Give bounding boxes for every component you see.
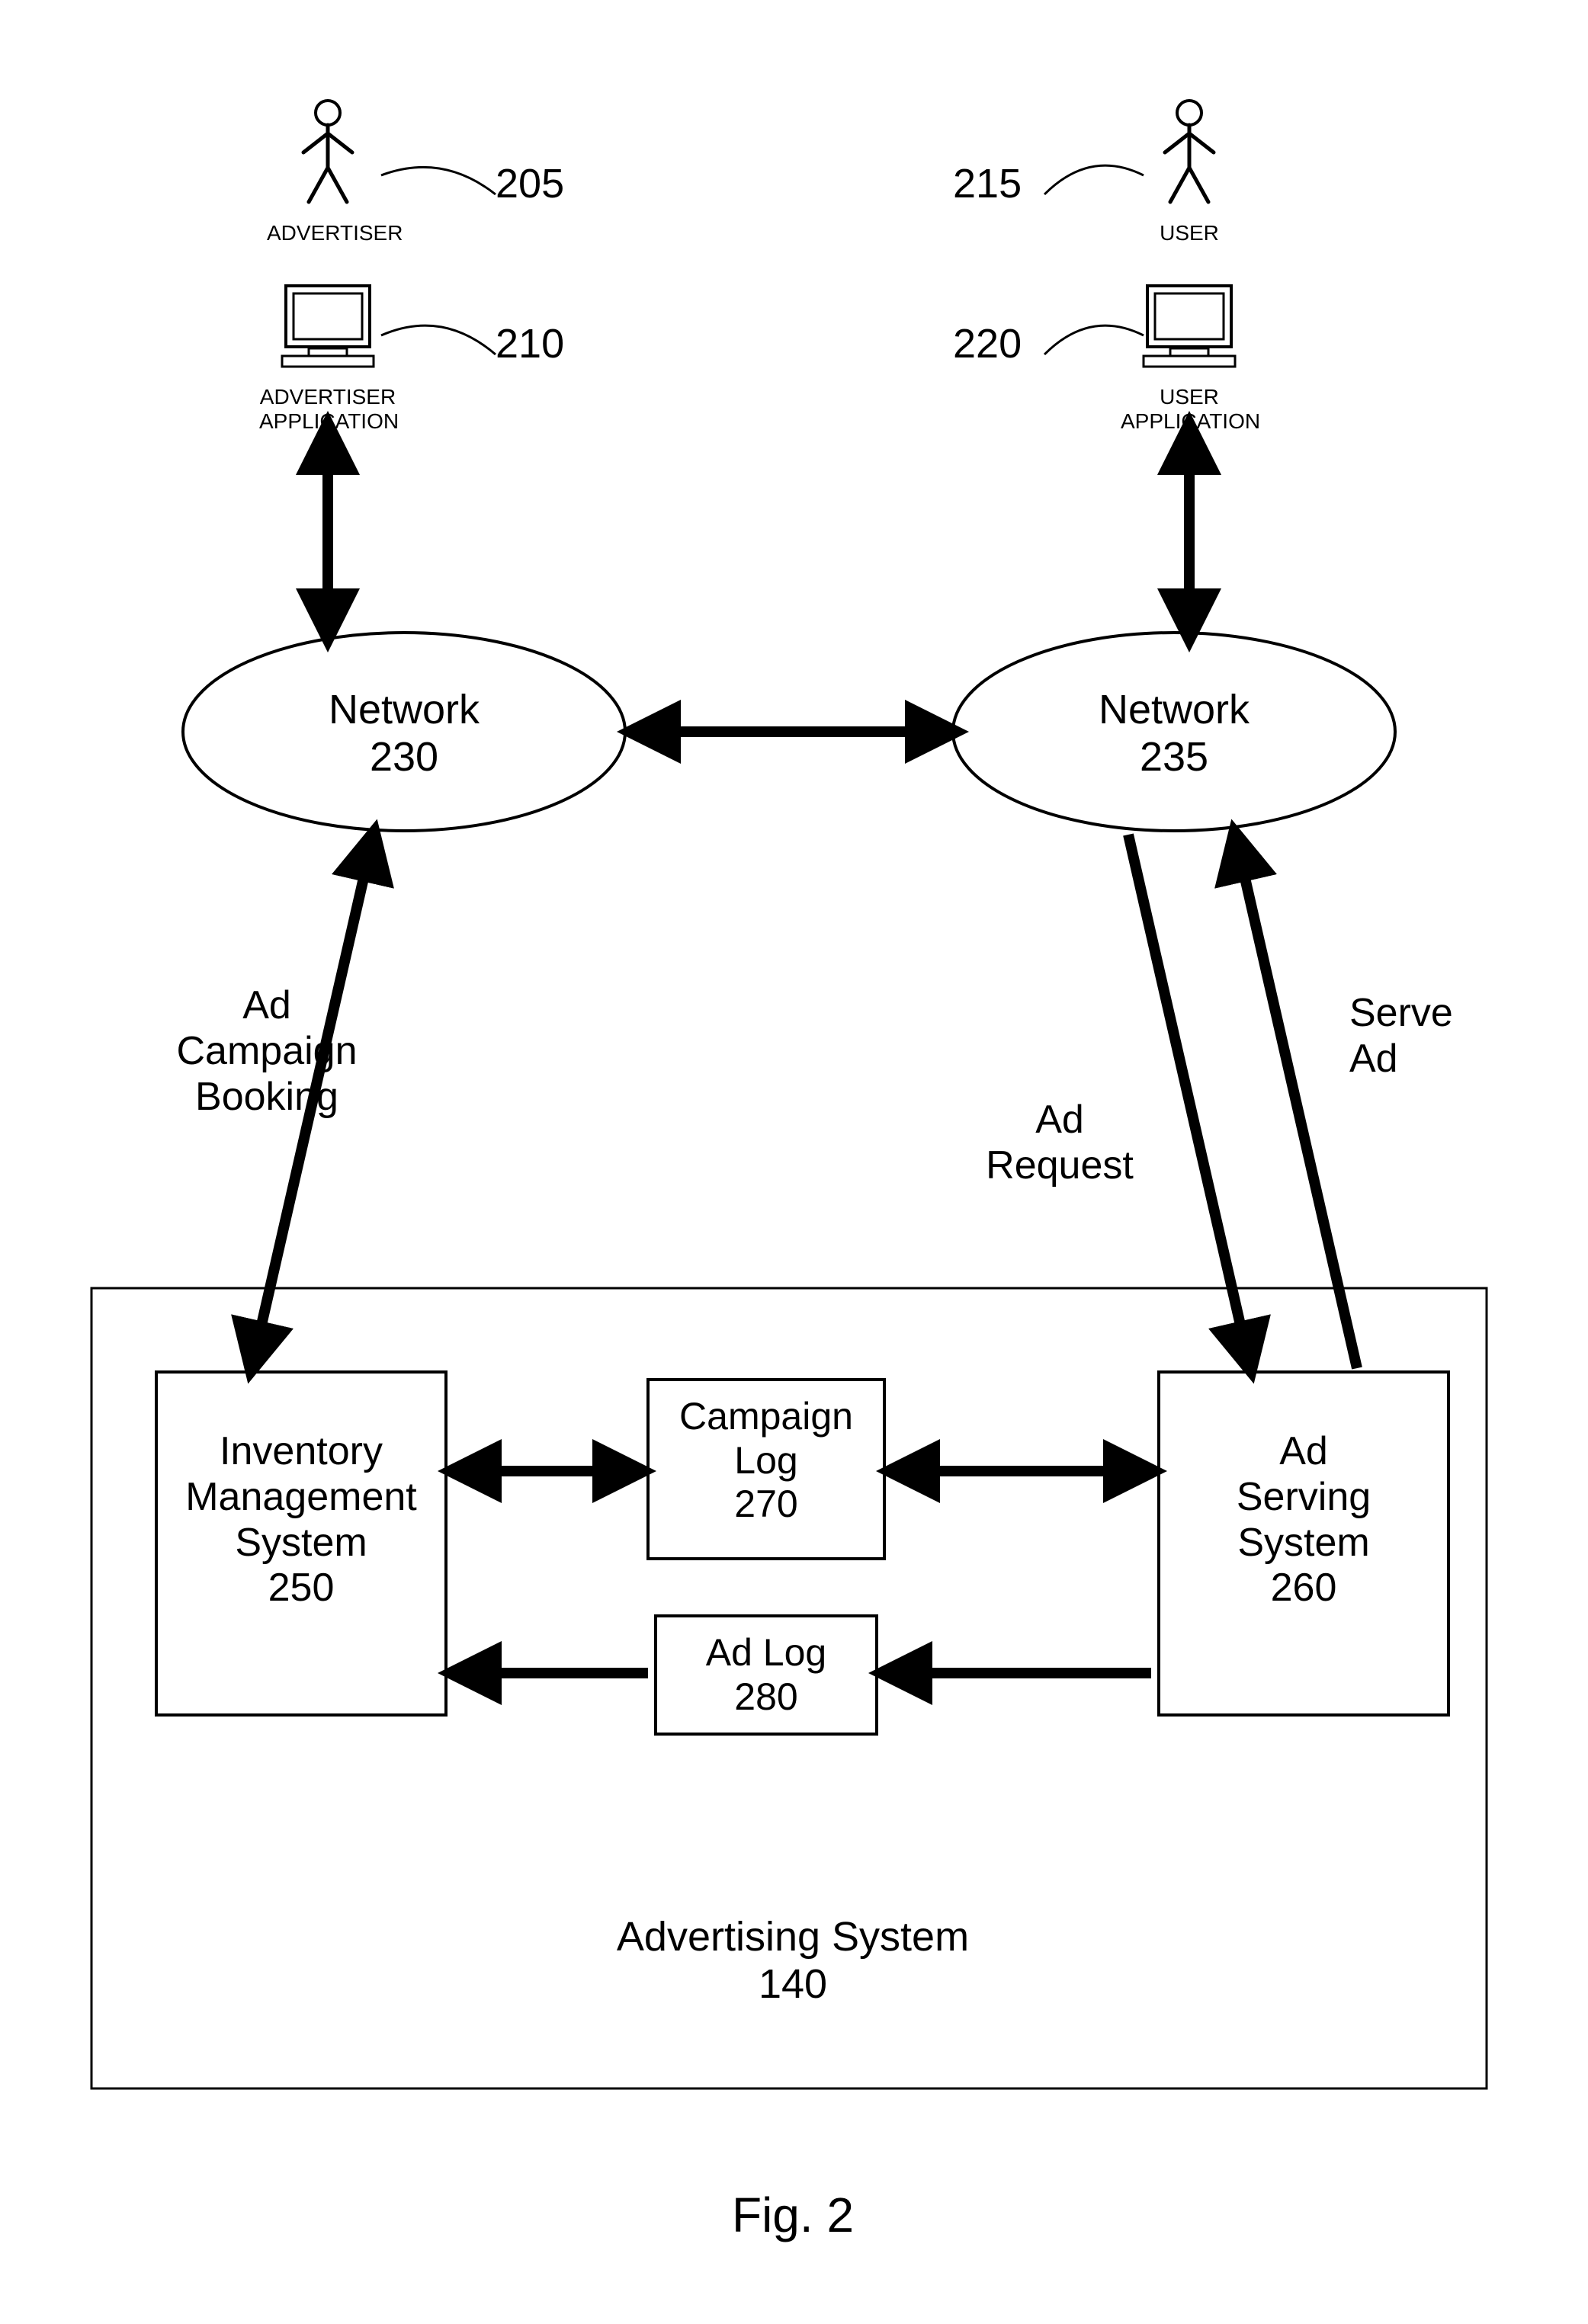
ims-label: Inventory Management System 250 (156, 1429, 446, 1611)
serving-name: Ad Serving System (1237, 1429, 1371, 1565)
ims-name: Inventory Management System (185, 1429, 417, 1565)
ref-210: 210 (496, 320, 564, 367)
network-right-label: Network 235 (1075, 686, 1273, 781)
user-app-label: USER APPLICATION (1121, 385, 1258, 434)
edge-serve-label: Serve Ad (1349, 991, 1479, 1082)
edge-booking-label: Ad Campaign Booking (168, 983, 366, 1120)
serving-ref: 260 (1271, 1566, 1337, 1610)
network-left-ref: 230 (370, 734, 438, 780)
user-label: USER (1136, 221, 1243, 245)
advertising-system-name: Advertising System (617, 1914, 969, 1960)
campaign-log-label: Campaign Log 270 (648, 1395, 884, 1527)
ad-log-ref: 280 (734, 1675, 797, 1718)
ref-205: 205 (496, 160, 564, 207)
figure-label: Fig. 2 (686, 2188, 900, 2244)
serving-label: Ad Serving System 260 (1159, 1429, 1448, 1611)
ref-220: 220 (953, 320, 1022, 367)
ims-ref: 250 (268, 1566, 335, 1610)
advertiser-app-label: ADVERTISER APPLICATION (259, 385, 396, 434)
edge-request-label: Ad Request (976, 1098, 1144, 1189)
network-left-label: Network 230 (305, 686, 503, 781)
network-right-ref: 235 (1140, 734, 1208, 780)
advertiser-label: ADVERTISER (267, 221, 389, 245)
campaign-log-ref: 270 (734, 1483, 797, 1525)
advertising-system-ref: 140 (759, 1961, 827, 2007)
advertising-system-label: Advertising System 140 (587, 1913, 999, 2008)
network-right-name: Network (1099, 687, 1250, 732)
network-left-name: Network (329, 687, 480, 732)
campaign-log-name: Campaign Log (679, 1395, 853, 1482)
ref-215: 215 (953, 160, 1022, 207)
ad-log-name: Ad Log (706, 1631, 826, 1674)
ad-log-label: Ad Log 280 (656, 1631, 877, 1719)
